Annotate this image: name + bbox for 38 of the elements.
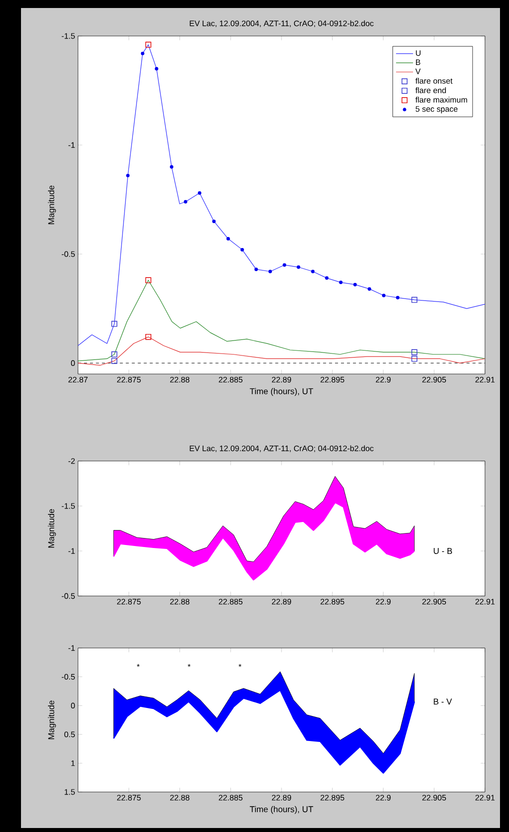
y-axis-title: Magnitude xyxy=(48,700,56,740)
text: U - B xyxy=(434,548,452,554)
text: B - V xyxy=(434,698,452,704)
point xyxy=(411,349,418,356)
point xyxy=(411,356,418,362)
point xyxy=(296,265,300,269)
point xyxy=(254,268,258,272)
point xyxy=(353,282,357,286)
point xyxy=(111,351,118,358)
point xyxy=(111,320,118,327)
point xyxy=(126,174,130,178)
point xyxy=(382,294,386,298)
y-axis-title: Magnitude xyxy=(48,186,56,224)
point xyxy=(411,296,418,303)
point xyxy=(145,42,152,48)
point xyxy=(145,277,152,284)
line-series xyxy=(78,44,485,346)
x-axis-title: Time (hours), UT xyxy=(250,806,314,814)
point xyxy=(325,276,329,280)
point xyxy=(212,220,216,224)
point xyxy=(184,200,188,204)
point xyxy=(240,248,244,252)
point xyxy=(111,358,118,364)
x-axis-title: Time (hours), UT xyxy=(250,388,314,396)
line-series xyxy=(78,280,485,362)
point xyxy=(368,287,372,291)
point xyxy=(226,237,230,241)
y-axis-title: Magnitude xyxy=(48,509,56,548)
point xyxy=(282,263,286,267)
point xyxy=(145,334,152,340)
point xyxy=(198,191,202,195)
point xyxy=(170,165,174,169)
point xyxy=(140,52,144,56)
point xyxy=(268,270,272,274)
point xyxy=(311,270,315,274)
point xyxy=(339,280,343,284)
point xyxy=(154,66,158,70)
point xyxy=(396,296,400,300)
